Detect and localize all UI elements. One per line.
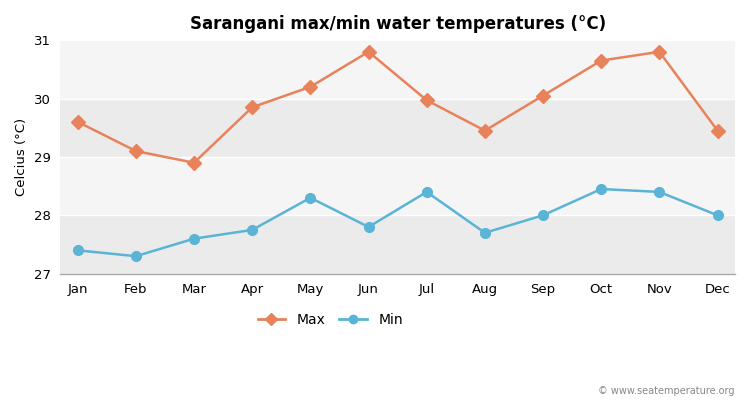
Bar	[60, 215, 735, 274]
Legend: Max, Min: Max, Min	[252, 307, 408, 332]
Bar	[60, 40, 735, 98]
Text: © www.seatemperature.org: © www.seatemperature.org	[598, 386, 735, 396]
Bar	[60, 98, 735, 157]
Title: Sarangani max/min water temperatures (°C): Sarangani max/min water temperatures (°C…	[190, 15, 606, 33]
Bar	[60, 157, 735, 215]
Y-axis label: Celcius (°C): Celcius (°C)	[15, 118, 28, 196]
